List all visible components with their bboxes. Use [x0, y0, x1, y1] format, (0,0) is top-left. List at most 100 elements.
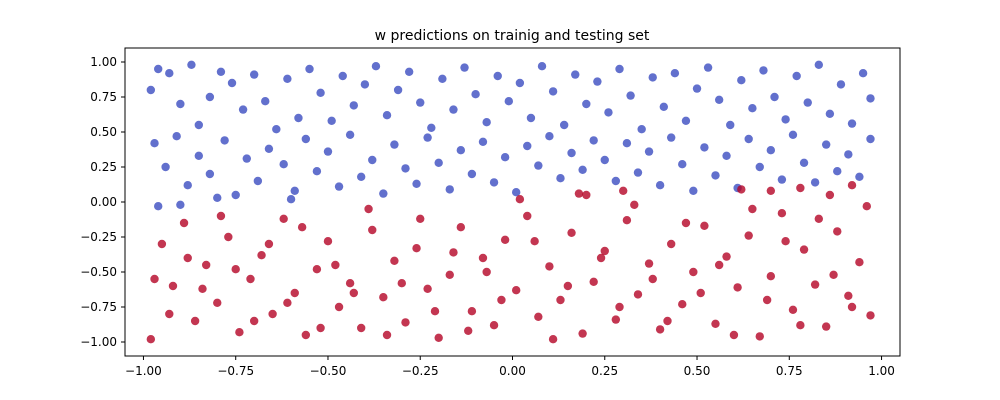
data-point — [622, 139, 632, 148]
data-point — [567, 228, 576, 237]
data-point — [283, 74, 292, 84]
y-tick-label: −0.75 — [80, 300, 117, 314]
data-point — [593, 77, 602, 86]
data-point — [737, 76, 746, 85]
data-point — [534, 312, 543, 321]
data-point — [146, 335, 156, 344]
data-point — [187, 60, 196, 69]
data-point — [423, 133, 432, 142]
data-point — [316, 323, 325, 333]
data-point — [833, 227, 842, 236]
data-point — [556, 174, 565, 183]
data-point — [755, 332, 764, 341]
data-point — [390, 140, 399, 149]
data-point — [821, 140, 831, 149]
data-point — [183, 181, 192, 190]
data-point — [762, 295, 772, 305]
x-tick-label: 0.00 — [499, 364, 526, 378]
data-point — [748, 204, 757, 214]
data-point — [700, 143, 709, 152]
points-layer — [146, 60, 875, 344]
data-point — [294, 113, 303, 123]
data-point — [766, 186, 776, 195]
data-point — [729, 330, 739, 340]
data-point — [201, 260, 211, 270]
data-point — [493, 71, 502, 81]
data-point — [534, 161, 543, 170]
data-point — [711, 171, 720, 180]
data-point — [478, 137, 488, 146]
data-point — [500, 235, 510, 244]
data-point — [349, 288, 359, 298]
data-point — [781, 115, 790, 124]
data-point — [213, 193, 222, 202]
data-point — [777, 209, 787, 218]
data-point — [393, 85, 403, 95]
data-point — [714, 260, 724, 270]
data-point — [382, 111, 392, 120]
data-point — [530, 237, 539, 246]
data-point — [416, 214, 425, 223]
data-point — [253, 176, 263, 186]
data-point — [571, 70, 580, 79]
data-point — [545, 132, 554, 141]
data-point — [689, 186, 698, 195]
data-point — [637, 125, 646, 134]
data-point — [766, 272, 776, 281]
data-point — [368, 155, 377, 165]
data-point — [567, 148, 576, 158]
data-point — [379, 189, 388, 198]
data-point — [589, 136, 598, 145]
data-point — [172, 132, 181, 141]
data-point — [345, 130, 355, 139]
data-point — [556, 295, 565, 305]
data-point — [464, 326, 473, 335]
data-point — [279, 214, 288, 223]
data-point — [146, 85, 156, 95]
data-point — [829, 270, 838, 279]
data-point — [703, 63, 713, 72]
data-point — [814, 214, 824, 223]
data-point — [644, 259, 654, 268]
y-axis: −1.00 −0.75 −0.50 −0.25 0.00 0.25 0.50 0.75 1.00 — [80, 55, 125, 349]
data-point — [220, 136, 229, 145]
data-point — [596, 253, 606, 263]
x-tick-label: −1.00 — [125, 364, 162, 378]
data-point — [227, 78, 237, 88]
data-point — [368, 225, 377, 235]
data-point — [268, 309, 277, 319]
x-tick-label: 1.00 — [868, 364, 895, 378]
data-point — [301, 330, 311, 340]
data-point — [312, 167, 322, 176]
data-point — [290, 288, 299, 298]
data-point — [630, 200, 639, 209]
data-point — [323, 237, 333, 246]
data-point — [866, 94, 875, 103]
data-point — [301, 134, 311, 144]
data-point — [334, 182, 344, 191]
data-point — [331, 260, 340, 270]
data-point — [489, 321, 499, 330]
data-point — [283, 298, 292, 307]
data-point — [844, 291, 853, 300]
data-point — [796, 321, 805, 330]
data-point — [681, 116, 691, 126]
data-point — [523, 211, 532, 221]
data-point — [619, 186, 628, 195]
data-point — [456, 223, 466, 232]
data-point — [165, 309, 174, 319]
data-point — [198, 284, 207, 293]
data-point — [810, 280, 820, 289]
data-point — [397, 279, 406, 288]
data-point — [279, 160, 288, 169]
data-point — [194, 120, 204, 130]
data-point — [249, 316, 259, 326]
x-tick-label: −0.25 — [402, 364, 439, 378]
data-point — [855, 172, 864, 181]
data-point — [334, 302, 344, 312]
data-point — [692, 84, 702, 93]
data-point — [545, 262, 554, 271]
data-point — [360, 80, 370, 89]
data-point — [401, 164, 410, 173]
data-point — [681, 218, 691, 228]
